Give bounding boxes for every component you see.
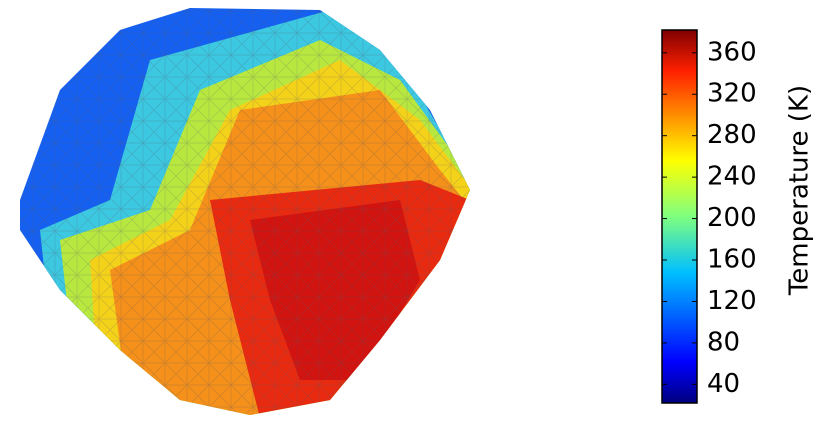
chart: Temperature (K) 40 80 120 160 200 240 280 320 36… <box>0 0 820 418</box>
tick-label: 40 <box>707 369 740 399</box>
colorbar <box>662 30 697 403</box>
tick-label: 160 <box>707 245 757 275</box>
tick-label: 240 <box>707 162 757 192</box>
colorbar-label: Temperature (K) <box>785 85 815 296</box>
tick-label: 280 <box>707 120 757 150</box>
tick-label: 200 <box>707 203 757 233</box>
tick-label: 360 <box>707 37 757 67</box>
tick-label: 120 <box>707 286 757 316</box>
tick-label: 320 <box>707 79 757 109</box>
tick-label: 80 <box>707 327 740 357</box>
asteroid-surface <box>0 0 480 418</box>
